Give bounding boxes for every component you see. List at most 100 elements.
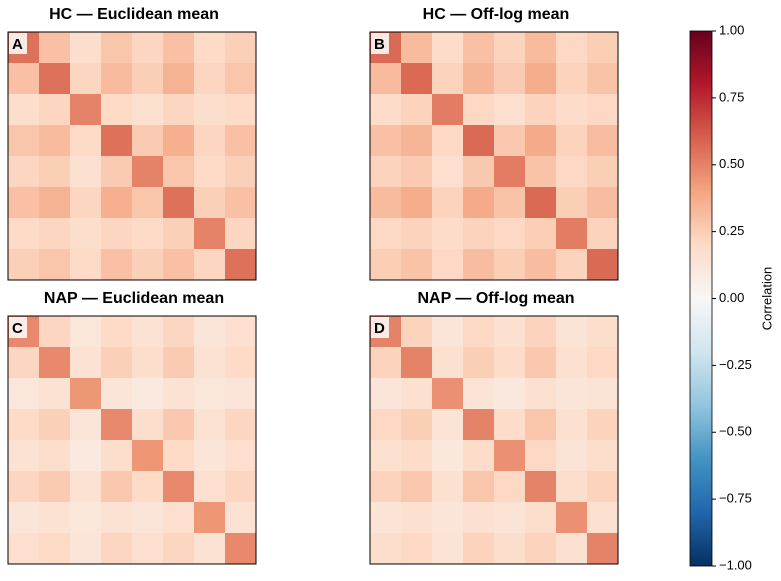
heatmap-cell (494, 156, 526, 188)
heatmap-cell (432, 502, 464, 534)
heatmap-cell (70, 471, 102, 503)
heatmap-cell (494, 440, 526, 472)
heatmap-cell (401, 471, 433, 503)
heatmap-cell (225, 218, 257, 250)
heatmap-cell (101, 502, 133, 534)
heatmap-cell (401, 218, 433, 250)
heatmap-cell (70, 156, 102, 188)
heatmap-cell (463, 125, 495, 157)
heatmap-cell (70, 187, 102, 219)
heatmap-cell (132, 218, 164, 250)
colorbar-tick-label: 0.25 (719, 223, 744, 238)
heatmap-cell (8, 218, 40, 250)
heatmap-cell (401, 378, 433, 410)
heatmap-cell (101, 471, 133, 503)
heatmap-cell (39, 32, 71, 64)
heatmap-cell (132, 347, 164, 379)
heatmap-cell (463, 533, 495, 565)
heatmap-cell (225, 347, 257, 379)
heatmap-cell (525, 440, 557, 472)
heatmap-cell (432, 249, 464, 281)
heatmap-cell (194, 32, 226, 64)
heatmap-cell (70, 347, 102, 379)
heatmap-cell (494, 378, 526, 410)
heatmap-cell (194, 125, 226, 157)
heatmap-cell (70, 218, 102, 250)
heatmap-cell (39, 471, 71, 503)
heatmap-cell (163, 94, 195, 126)
heatmap-cell (101, 63, 133, 95)
heatmap-cell (163, 218, 195, 250)
heatmap-cell (132, 156, 164, 188)
heatmap-cell (525, 316, 557, 348)
heatmap-cell (101, 94, 133, 126)
panel-label-box (9, 317, 27, 338)
heatmap-cell (401, 125, 433, 157)
heatmap-cell (163, 125, 195, 157)
heatmap-cell (370, 125, 402, 157)
panel-label: D (374, 320, 385, 337)
heatmap-cell (101, 125, 133, 157)
heatmap-cell (8, 471, 40, 503)
heatmap-cell (587, 63, 619, 95)
heatmap-cell (163, 249, 195, 281)
heatmap-cell (194, 63, 226, 95)
colorbar-tick-label: −0.75 (719, 491, 752, 506)
heatmap-cell (8, 347, 40, 379)
heatmap-cell (132, 187, 164, 219)
heatmap-cell (556, 32, 588, 64)
heatmap-cell (525, 471, 557, 503)
heatmap-cell (494, 316, 526, 348)
heatmap-cell (8, 187, 40, 219)
heatmap-cell (8, 125, 40, 157)
heatmap-cell (556, 440, 588, 472)
heatmap-cell (39, 249, 71, 281)
heatmap-cell (194, 502, 226, 534)
heatmap-cell (225, 316, 257, 348)
heatmap-cell (494, 94, 526, 126)
panel-label: C (12, 320, 23, 337)
heatmap-cell (556, 471, 588, 503)
heatmap-cell (587, 533, 619, 565)
heatmap-cell (370, 378, 402, 410)
heatmap-cell (163, 316, 195, 348)
heatmap-cell (101, 440, 133, 472)
heatmap-cell (556, 378, 588, 410)
heatmap-cell (556, 409, 588, 441)
heatmap-cell (163, 187, 195, 219)
heatmap-cell (525, 125, 557, 157)
heatmap-cell (225, 63, 257, 95)
heatmap-cell (70, 32, 102, 64)
heatmap-cell (401, 533, 433, 565)
heatmap-cell (587, 187, 619, 219)
heatmap-cell (132, 409, 164, 441)
heatmap-cell (8, 378, 40, 410)
heatmap-cell (132, 249, 164, 281)
panel-frame (7, 31, 257, 281)
heatmap-cell (194, 316, 226, 348)
heatmap-cell (463, 440, 495, 472)
heatmap-cell (132, 471, 164, 503)
heatmap-cell (101, 156, 133, 188)
panel-label-box (371, 317, 389, 338)
heatmap-cell (101, 32, 133, 64)
heatmap-cell (101, 249, 133, 281)
heatmap-cell (163, 378, 195, 410)
heatmap-cell (70, 249, 102, 281)
heatmap-cell (225, 32, 257, 64)
heatmap-cell (525, 63, 557, 95)
heatmap-cell (132, 502, 164, 534)
heatmap-cell (194, 533, 226, 565)
panel-title: NAP — Euclidean mean (44, 290, 224, 307)
heatmap-cell (432, 218, 464, 250)
heatmap-cell (370, 347, 402, 379)
heatmap-cell (194, 471, 226, 503)
heatmap-cell (39, 440, 71, 472)
heatmap-cell (525, 187, 557, 219)
heatmap-cell (432, 156, 464, 188)
panel-label-box (9, 33, 27, 54)
colorbar-tick-label: 1.00 (719, 22, 744, 37)
heatmap-cell (8, 156, 40, 188)
heatmap-cell (132, 378, 164, 410)
heatmap-cell (8, 409, 40, 441)
